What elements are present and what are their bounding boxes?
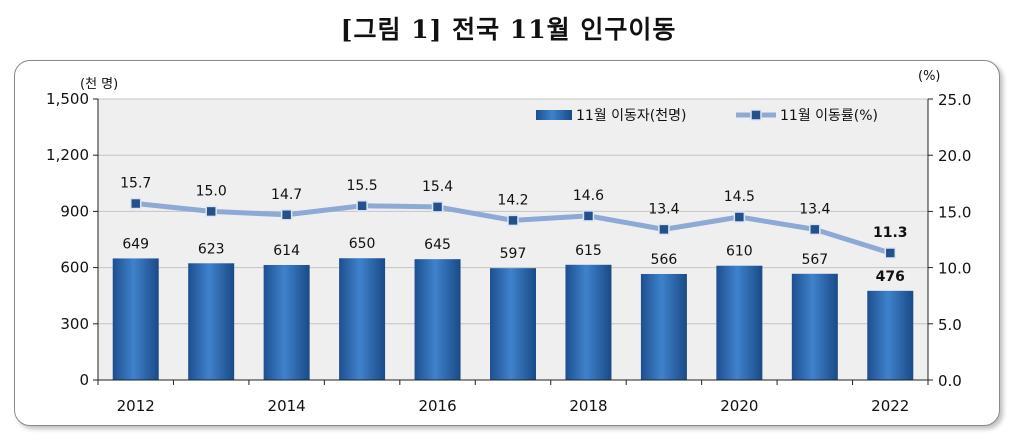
bar-value-label: 649	[122, 236, 149, 252]
bar	[188, 263, 235, 380]
bar-value-label: 476	[876, 269, 905, 285]
line-marker	[733, 211, 746, 223]
y-right-tick-label: 10.0	[938, 260, 971, 278]
y-right-tick-label: 20.0	[938, 147, 971, 165]
bar-value-label: 567	[801, 252, 828, 268]
line-marker	[582, 210, 595, 222]
y-left-unit: (천 명)	[80, 77, 118, 92]
legend-bar-swatch	[536, 110, 572, 120]
legend-line-label: 11월 이동률(%)	[780, 108, 878, 124]
legend-line-marker	[750, 109, 762, 121]
line-value-label: 15.4	[422, 179, 453, 195]
line-marker	[205, 205, 217, 218]
line-value-label: 15.0	[196, 183, 227, 199]
line-marker	[809, 223, 821, 236]
line-value-label: 14.2	[497, 192, 528, 208]
y-left-tick-label: 0	[79, 371, 89, 389]
bar-value-label: 597	[500, 246, 527, 262]
x-tick-label: 2014	[268, 397, 306, 415]
y-right-tick-label: 15.0	[938, 203, 971, 221]
bar-value-label: 645	[424, 237, 451, 253]
bar	[565, 264, 612, 380]
line-value-label: 15.5	[347, 178, 378, 194]
y-left-tick-label: 1,200	[46, 146, 89, 164]
line-marker	[431, 201, 444, 213]
bar	[112, 258, 159, 380]
bar	[640, 273, 687, 380]
bar	[339, 258, 386, 380]
y-right-unit: (%)	[918, 69, 941, 84]
chart-title: [그림 1] 전국 11월 인구이동	[340, 15, 677, 44]
x-tick-label: 2022	[871, 397, 909, 415]
bar	[414, 259, 461, 380]
line-value-label: 13.4	[648, 201, 679, 217]
bar	[490, 268, 536, 380]
line-value-label: 15.7	[120, 176, 151, 192]
line-value-label: 14.6	[573, 188, 604, 204]
line-value-label: 13.4	[799, 201, 830, 217]
bar-value-label: 610	[726, 244, 753, 260]
bar-value-label: 615	[575, 243, 602, 259]
line-value-label: 14.7	[271, 187, 302, 203]
line-marker	[884, 247, 897, 259]
line-marker	[280, 209, 293, 221]
x-tick-label: 2012	[117, 397, 155, 415]
bar-value-label: 650	[349, 236, 376, 252]
x-tick-label: 2018	[569, 397, 607, 415]
bar	[791, 273, 838, 380]
bar	[263, 264, 310, 380]
y-left-tick-label: 900	[60, 202, 89, 220]
y-right-tick-label: 0.0	[938, 372, 962, 390]
bar	[716, 265, 763, 380]
y-left-tick-label: 1,500	[46, 90, 89, 108]
line-value-label: 14.5	[724, 189, 755, 205]
y-left-tick-label: 300	[60, 315, 89, 333]
y-left-tick-label: 600	[60, 259, 89, 277]
legend-bar-label: 11월 이동자(천명)	[576, 108, 686, 124]
bar-value-label: 614	[273, 243, 300, 259]
bar-value-label: 623	[198, 241, 225, 257]
bar	[867, 290, 914, 380]
line-marker	[658, 223, 670, 236]
line-marker	[507, 214, 519, 227]
line-value-label: 11.3	[873, 225, 908, 241]
x-tick-label: 2020	[720, 397, 758, 415]
line-marker	[129, 197, 142, 210]
line-marker	[356, 200, 368, 212]
y-right-tick-label: 25.0	[938, 91, 971, 109]
x-tick-label: 2016	[418, 397, 456, 415]
y-right-tick-label: 5.0	[938, 316, 962, 334]
bar-value-label: 566	[651, 252, 678, 268]
